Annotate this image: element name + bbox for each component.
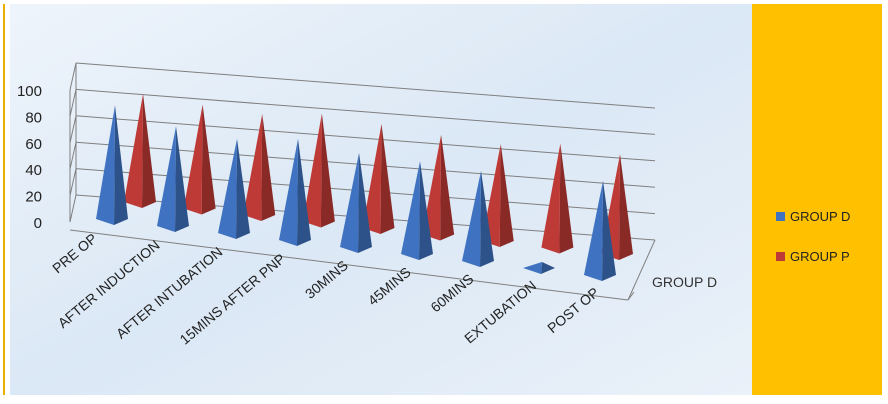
pyramid-group-d-1-side bbox=[175, 126, 189, 232]
left-accent-bar bbox=[3, 4, 5, 395]
pyramid-group-p-8-side bbox=[619, 154, 633, 260]
pyramid-group-d-4-face bbox=[340, 152, 359, 253]
pyramid-group-p-1-face bbox=[183, 104, 203, 215]
pyramid-group-d-5 bbox=[401, 161, 433, 260]
pyramid-group-p-6-side bbox=[499, 144, 514, 247]
pyramid-group-d-0-side bbox=[114, 105, 128, 225]
pyramid-group-p-0-side bbox=[142, 93, 156, 208]
floor-side-edge bbox=[627, 239, 656, 301]
pyramid-group-d-8 bbox=[584, 180, 616, 281]
pyramid-group-p-0-face bbox=[124, 93, 143, 208]
y-tick-label: 0 bbox=[34, 215, 42, 232]
y-tick-labels: 0 20 40 60 80 100 bbox=[17, 83, 42, 232]
pyramid-group-p-2 bbox=[243, 113, 276, 221]
pyramid-group-p-4 bbox=[362, 124, 395, 234]
depth-axis-label: GROUP D bbox=[652, 274, 717, 290]
y-tick-label: 40 bbox=[25, 162, 42, 179]
pyramid-group-d-4-side bbox=[358, 152, 372, 253]
side-gridline bbox=[69, 62, 77, 91]
axes bbox=[69, 63, 656, 301]
pyramid-group-d-3 bbox=[279, 138, 311, 246]
pyramid-group-p-3-face bbox=[302, 113, 322, 228]
pyramid-group-d-1 bbox=[157, 126, 189, 232]
pyramid-group-d-3-face bbox=[279, 138, 298, 246]
legend-panel bbox=[752, 4, 882, 395]
side-gridline bbox=[69, 115, 77, 143]
pyramid-group-p-1 bbox=[183, 104, 216, 215]
legend-label: GROUP P bbox=[790, 249, 850, 264]
y-tick-label: 20 bbox=[25, 189, 42, 206]
pyramid-group-d-8-face bbox=[584, 180, 603, 281]
y-tick-label: 100 bbox=[17, 83, 42, 100]
floor-front-edge bbox=[69, 229, 629, 301]
pyramid-group-p-1-side bbox=[201, 104, 216, 215]
legend: GROUP D GROUP P bbox=[776, 209, 850, 264]
side-gridline bbox=[69, 142, 77, 170]
pyramid-group-d-5-face bbox=[401, 161, 420, 260]
pyramid-group-d-0-face bbox=[96, 105, 115, 225]
pyramid-group-p-0 bbox=[124, 93, 156, 208]
pyramid-group-d-5-side bbox=[419, 161, 433, 260]
pyramid-group-d-2-face bbox=[218, 138, 237, 239]
side-gridline bbox=[69, 194, 77, 223]
pyramid-group-d-6 bbox=[462, 171, 494, 267]
legend-label: GROUP D bbox=[790, 209, 850, 224]
legend-swatch bbox=[776, 212, 785, 221]
pyramid-group-d-7-side bbox=[541, 262, 555, 274]
pyramid-group-d-6-side bbox=[480, 171, 494, 267]
pyramid-group-d-2-side bbox=[236, 138, 250, 239]
back-gridline bbox=[75, 88, 656, 135]
pyramid-group-d-7-face bbox=[523, 262, 542, 274]
pyramid-group-p-5-side bbox=[440, 134, 455, 241]
side-gridline bbox=[69, 168, 77, 196]
depth-tick bbox=[627, 291, 635, 301]
data-marks bbox=[96, 93, 633, 281]
pyramid-group-p-7-side bbox=[559, 143, 574, 254]
pyramid-group-d-7 bbox=[523, 262, 555, 274]
pyramid-group-p-7-face bbox=[541, 143, 561, 254]
pyramid-group-p-4-side bbox=[380, 124, 395, 234]
pyramid-group-d-2 bbox=[218, 138, 250, 239]
pyramid-group-d-1-face bbox=[157, 126, 176, 232]
pyramid-group-p-7 bbox=[541, 143, 574, 254]
pyramid-group-p-3 bbox=[302, 113, 335, 228]
pyramid-group-d-4 bbox=[340, 152, 372, 253]
back-gridline bbox=[75, 115, 656, 162]
pyramid-group-d-8-side bbox=[602, 180, 616, 281]
y-tick-label: 60 bbox=[25, 136, 42, 153]
pyramid-group-p-2-side bbox=[261, 113, 276, 221]
pyramid-group-d-0 bbox=[96, 105, 128, 225]
y-tick-label: 80 bbox=[25, 109, 42, 126]
pyramid-group-p-4-face bbox=[362, 124, 382, 234]
pyramid-group-p-2-face bbox=[243, 113, 263, 221]
side-gridline bbox=[69, 89, 77, 117]
pyramid-group-d-6-face bbox=[462, 171, 481, 267]
legend-swatch bbox=[776, 252, 785, 261]
back-gridline bbox=[75, 62, 656, 109]
pyramid-group-d-3-side bbox=[297, 138, 311, 246]
pyramid-group-p-3-side bbox=[320, 113, 335, 228]
